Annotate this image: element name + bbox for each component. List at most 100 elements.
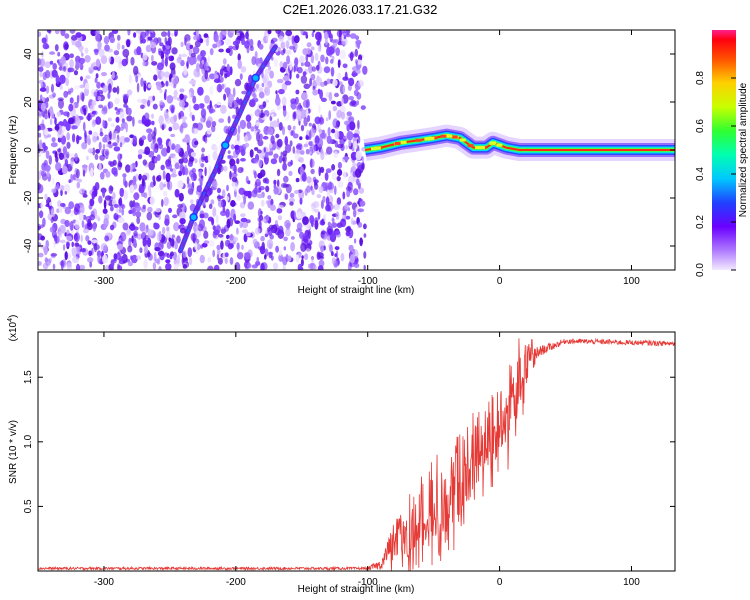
noise-speckle	[237, 125, 241, 135]
noise-speckle	[296, 73, 300, 79]
noise-speckle	[260, 262, 265, 270]
snr-x-label: Height of straight line (km)	[298, 584, 415, 595]
noise-speckle	[187, 56, 190, 64]
noise-speckle	[175, 262, 182, 267]
noise-speckle	[161, 236, 167, 244]
colorbar-tick-label: 0.8	[695, 71, 706, 85]
noise-speckle	[264, 233, 269, 238]
noise-speckle	[282, 107, 287, 117]
noise-speckle	[181, 116, 188, 121]
noise-speckle	[363, 264, 366, 270]
noise-speckle	[251, 97, 259, 103]
noise-speckle	[240, 148, 246, 157]
noise-speckle	[157, 250, 165, 257]
noise-speckle	[79, 189, 83, 196]
noise-speckle	[194, 140, 199, 146]
noise-speckle	[282, 264, 286, 270]
noise-speckle	[207, 256, 212, 263]
noise-speckle	[246, 121, 252, 129]
noise-speckle	[75, 40, 82, 48]
noise-speckle	[300, 124, 305, 132]
noise-speckle	[190, 172, 197, 182]
noise-speckle	[122, 173, 127, 178]
noise-speckle	[320, 148, 324, 155]
noise-speckle	[206, 38, 209, 47]
noise-speckle	[76, 168, 80, 179]
noise-speckle	[161, 199, 164, 207]
noise-speckle	[101, 72, 107, 77]
noise-speckle	[190, 199, 194, 205]
noise-speckle	[229, 66, 233, 76]
noise-speckle	[324, 38, 328, 46]
noise-speckle	[115, 206, 119, 215]
noise-speckle	[137, 153, 143, 160]
noise-speckle	[260, 235, 265, 242]
noise-speckle	[264, 254, 267, 260]
noise-speckle	[240, 66, 247, 73]
noise-speckle	[119, 231, 127, 242]
noise-speckle	[97, 254, 101, 264]
noise-speckle	[82, 194, 88, 198]
x-tick-label: 100	[623, 276, 640, 287]
noise-speckle	[146, 99, 151, 107]
noise-speckle	[284, 39, 291, 48]
noise-speckle	[278, 155, 283, 164]
noise-speckle	[288, 170, 293, 177]
noise-speckle	[233, 213, 237, 222]
noise-speckle	[110, 206, 114, 212]
noise-speckle	[50, 110, 55, 119]
noise-speckle	[173, 155, 178, 164]
noise-speckle	[68, 153, 76, 158]
noise-speckle	[326, 146, 333, 155]
noise-speckle	[356, 59, 363, 65]
noise-speckle	[343, 120, 350, 126]
noise-speckle	[259, 159, 264, 166]
noise-speckle	[324, 172, 329, 181]
noise-speckle	[267, 200, 272, 208]
noise-speckle	[82, 169, 86, 177]
noise-speckle	[104, 264, 110, 270]
noise-speckle	[249, 149, 254, 158]
carrier-blob	[496, 143, 503, 147]
noise-speckle	[66, 151, 70, 159]
noise-speckle	[38, 171, 42, 181]
noise-speckle	[310, 158, 313, 169]
noise-speckle	[68, 179, 71, 184]
noise-speckle	[107, 117, 112, 122]
noise-speckle	[213, 33, 219, 43]
noise-speckle	[330, 205, 335, 209]
noise-speckle	[183, 65, 188, 76]
noise-speckle	[224, 258, 228, 264]
carrier-blob	[459, 138, 466, 142]
x-tick-label: -200	[226, 577, 246, 588]
noise-speckle	[142, 52, 148, 61]
noise-speckle	[123, 103, 128, 108]
noise-speckle	[337, 181, 344, 188]
noise-speckle	[149, 41, 157, 49]
noise-speckle	[192, 46, 200, 55]
noise-speckle	[336, 109, 343, 119]
noise-speckle	[332, 79, 338, 87]
carrier-blob	[489, 141, 496, 145]
noise-speckle	[289, 201, 294, 206]
noise-speckle	[128, 74, 133, 84]
noise-speckle	[122, 48, 130, 58]
noise-speckle	[93, 66, 98, 71]
noise-speckle	[81, 52, 84, 57]
noise-speckle	[331, 251, 334, 257]
noise-speckle	[314, 217, 319, 224]
noise-speckle	[151, 120, 155, 126]
noise-speckle	[254, 50, 258, 60]
noise-speckle	[193, 103, 200, 111]
noise-speckle	[112, 192, 116, 200]
noise-speckle	[333, 151, 338, 159]
noise-speckle	[160, 164, 165, 171]
noise-speckle	[159, 42, 164, 47]
noise-speckle	[129, 134, 135, 139]
noise-speckle	[66, 262, 72, 270]
noise-speckle	[98, 141, 102, 151]
noise-speckle	[336, 176, 341, 182]
noise-speckle	[93, 110, 98, 116]
noise-speckle	[287, 255, 292, 262]
noise-speckle	[187, 247, 193, 258]
